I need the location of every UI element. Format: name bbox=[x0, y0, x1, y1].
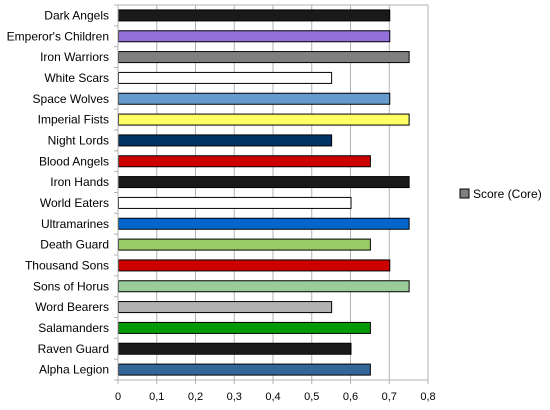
category-label: White Scars bbox=[44, 71, 109, 85]
x-tick-label: 0,5 bbox=[304, 391, 319, 403]
bar-death-guard bbox=[118, 238, 371, 251]
x-tick-labels: 0 0,1 0,2 0,3 0,4 0,5 0,6 0,7 0,8 bbox=[115, 391, 436, 403]
bars bbox=[118, 9, 410, 376]
bar-night-lords bbox=[118, 134, 333, 147]
bar-iron-hands bbox=[118, 176, 410, 189]
bar-sons-of-horus bbox=[118, 280, 410, 293]
bar-raven-guard bbox=[118, 342, 352, 355]
bar-world-eaters bbox=[118, 196, 352, 209]
category-labels: Dark Angels Emperor's Children Iron Warrio… bbox=[7, 8, 109, 376]
x-tick-label: 0,1 bbox=[149, 391, 164, 403]
x-tick-label: 0,7 bbox=[382, 391, 397, 403]
x-tick-label: 0,4 bbox=[265, 391, 280, 403]
category-label: Thousand Sons bbox=[25, 258, 109, 272]
legend-label: Score (Core) bbox=[473, 187, 542, 201]
category-label: Salamanders bbox=[38, 321, 109, 335]
category-label: Sons of Horus bbox=[33, 279, 109, 293]
bar-ultramarines bbox=[118, 217, 410, 230]
legend-swatch bbox=[459, 188, 470, 199]
x-tick-label: 0 bbox=[115, 391, 121, 403]
category-label: Word Bearers bbox=[35, 300, 109, 314]
bar-white-scars bbox=[118, 71, 333, 84]
category-label: World Eaters bbox=[40, 196, 109, 210]
category-label: Raven Guard bbox=[38, 342, 109, 356]
category-label: Death Guard bbox=[40, 238, 109, 252]
category-label: Iron Warriors bbox=[40, 50, 109, 64]
category-label: Alpha Legion bbox=[39, 363, 109, 377]
bar-dark-angels bbox=[118, 9, 391, 22]
category-label: Blood Angels bbox=[39, 154, 109, 168]
bar-word-bearers bbox=[118, 301, 333, 314]
category-label: Iron Hands bbox=[50, 175, 109, 189]
category-label: Imperial Fists bbox=[38, 113, 109, 127]
category-label: Night Lords bbox=[48, 133, 109, 147]
bar-imperial-fists bbox=[118, 113, 410, 126]
x-tick-label: 0,6 bbox=[343, 391, 358, 403]
x-tick-label: 0,3 bbox=[227, 391, 242, 403]
category-label: Ultramarines bbox=[41, 217, 109, 231]
x-tick-label: 0,2 bbox=[188, 391, 203, 403]
bar-iron-warriors bbox=[118, 51, 410, 64]
category-label: Emperor's Children bbox=[7, 29, 109, 43]
gridlines bbox=[117, 5, 429, 380]
legend: Score (Core) bbox=[459, 187, 542, 201]
category-label: Dark Angels bbox=[44, 8, 109, 22]
x-tick-label: 0,8 bbox=[420, 391, 435, 403]
bar-blood-angels bbox=[118, 155, 371, 168]
category-label: Space Wolves bbox=[33, 92, 109, 106]
axes bbox=[114, 4, 429, 384]
bar-alpha-legion bbox=[118, 363, 371, 376]
bar-space-wolves bbox=[118, 92, 391, 105]
bar-thousand-sons bbox=[118, 259, 391, 272]
bar-salamanders bbox=[118, 321, 371, 334]
bar-emperor-s-children bbox=[118, 30, 391, 43]
